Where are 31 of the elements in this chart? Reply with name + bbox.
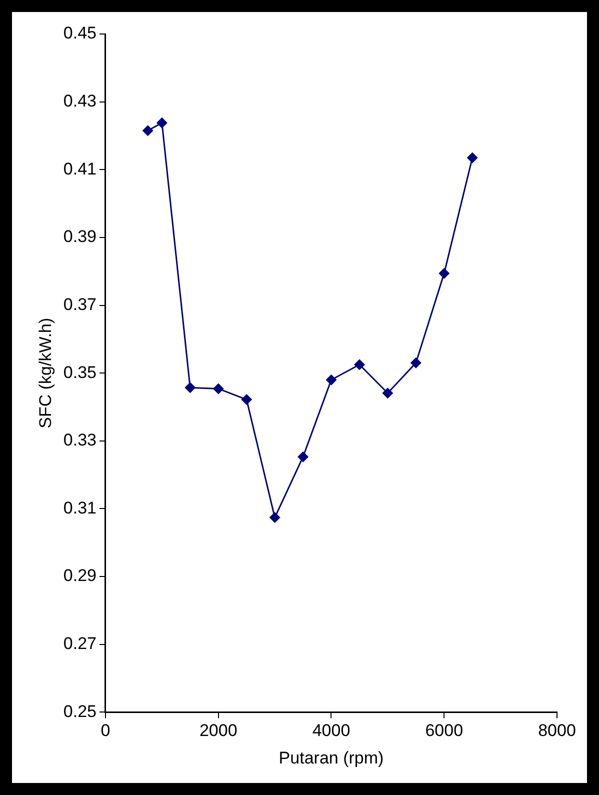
y-tick-label: 0.27 <box>63 634 96 654</box>
point <box>142 125 154 136</box>
x-tick-label: 0 <box>100 721 110 740</box>
x-tick-label: 4000 <box>312 721 350 740</box>
point <box>438 268 450 279</box>
x-tick-label: 2000 <box>199 721 238 740</box>
point <box>382 388 394 399</box>
y-tick-label: 0.29 <box>63 566 96 586</box>
x-tick-label: 6000 <box>425 721 464 740</box>
point <box>241 394 252 406</box>
point <box>298 451 309 462</box>
y-tick-label: 0.25 <box>63 702 96 721</box>
y-tick-label: 0.43 <box>63 92 96 111</box>
y-axis-title: SFC (kg/kW.h) <box>36 318 55 428</box>
y-tick-label: 0.45 <box>63 24 96 43</box>
x-axis-title: Putaran (rpm) <box>278 748 384 768</box>
point <box>354 359 365 370</box>
y-tick-label: 0.35 <box>63 362 96 382</box>
y-tick-label: 0.31 <box>63 498 96 518</box>
x-tick-label: 8000 <box>538 721 576 740</box>
point <box>326 374 337 386</box>
point <box>184 382 196 394</box>
point <box>156 117 168 128</box>
point <box>212 383 224 394</box>
point <box>410 357 422 368</box>
y-tick-label: 0.33 <box>63 430 96 450</box>
point <box>466 152 478 164</box>
y-tick-label: 0.39 <box>63 227 96 246</box>
point <box>269 512 280 524</box>
y-tick-label: 0.37 <box>63 294 96 314</box>
y-tick-label: 0.41 <box>63 159 96 178</box>
